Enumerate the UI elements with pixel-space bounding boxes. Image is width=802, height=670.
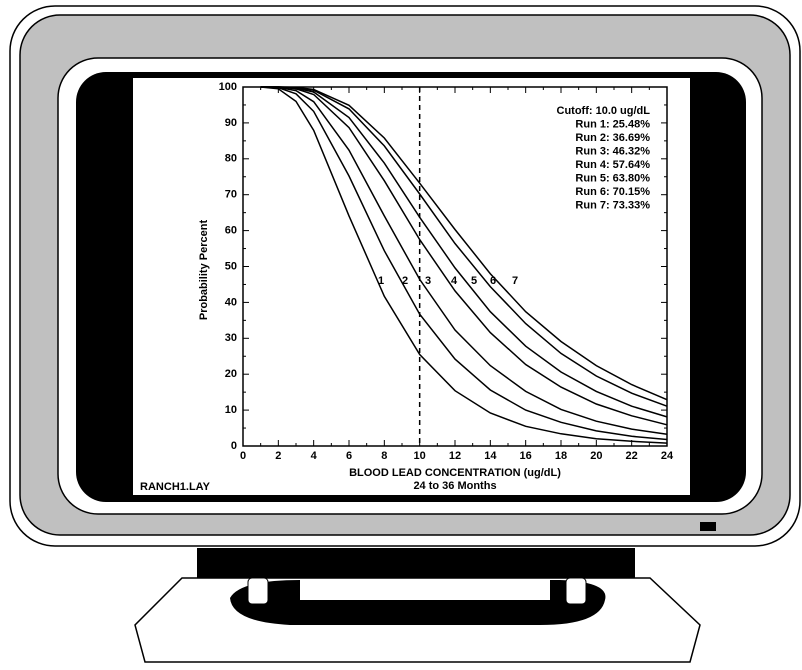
x-tick-label: 2 (275, 450, 281, 462)
power-button (700, 522, 716, 531)
y-tick-label: 50 (225, 260, 237, 272)
x-tick-label: 0 (240, 450, 246, 462)
y-tick-label: 80 (225, 153, 237, 165)
stand-gap (300, 580, 550, 600)
curve (260, 86, 668, 435)
x-tick-label: 24 (661, 450, 674, 462)
x-tick-label: 18 (555, 450, 567, 462)
y-tick-label: 100 (219, 81, 237, 93)
x-tick-label: 20 (590, 450, 602, 462)
y-tick-label: 40 (225, 296, 237, 308)
file-label: RANCH1.LAY (140, 481, 211, 493)
x-tick-label: 10 (414, 450, 426, 462)
annotation: Cutoff: 10.0 ug/dL (557, 105, 651, 117)
subtitle: 24 to 36 Months (413, 480, 496, 492)
annotation: Run 3: 46.32% (575, 145, 650, 157)
curve-label: 4 (451, 275, 458, 287)
x-tick-label: 16 (520, 450, 532, 462)
annotation: Run 6: 70.15% (575, 186, 650, 198)
curve (260, 86, 668, 444)
x-tick-label: 12 (449, 450, 461, 462)
x-tick-label: 8 (381, 450, 387, 462)
stand-neck (197, 548, 635, 578)
x-tick-label: 6 (346, 450, 352, 462)
curve-label: 5 (471, 275, 477, 287)
y-axis-label: Probability Percent (198, 220, 210, 321)
curve-label: 7 (512, 275, 518, 287)
y-tick-label: 70 (225, 189, 237, 201)
curve-label: 2 (402, 275, 408, 287)
x-tick-label: 14 (484, 450, 497, 462)
stand-leg (565, 577, 587, 605)
annotation: Run 1: 25.48% (575, 118, 650, 130)
x-tick-label: 4 (311, 450, 318, 462)
annotation: Run 4: 57.64% (575, 159, 650, 171)
curve (260, 86, 668, 441)
curve-label: 1 (378, 275, 384, 287)
curve (260, 86, 668, 426)
annotation: Run 5: 63.80% (575, 172, 650, 184)
curve-label: 3 (425, 275, 431, 287)
x-axis-label: BLOOD LEAD CONCENTRATION (ug/dL) (349, 467, 561, 479)
annotation: Run 7: 73.33% (575, 199, 650, 211)
x-tick-label: 22 (626, 450, 638, 462)
chart-area (133, 78, 690, 495)
y-tick-label: 60 (225, 225, 237, 237)
annotation: Run 2: 36.69% (575, 132, 650, 144)
curve-label: 6 (490, 275, 496, 287)
y-tick-label: 10 (225, 404, 237, 416)
curve (260, 86, 668, 401)
y-tick-label: 0 (231, 440, 237, 452)
y-tick-label: 90 (225, 117, 237, 129)
stand-leg (247, 577, 269, 605)
y-tick-label: 20 (225, 368, 237, 380)
y-tick-label: 30 (225, 332, 237, 344)
